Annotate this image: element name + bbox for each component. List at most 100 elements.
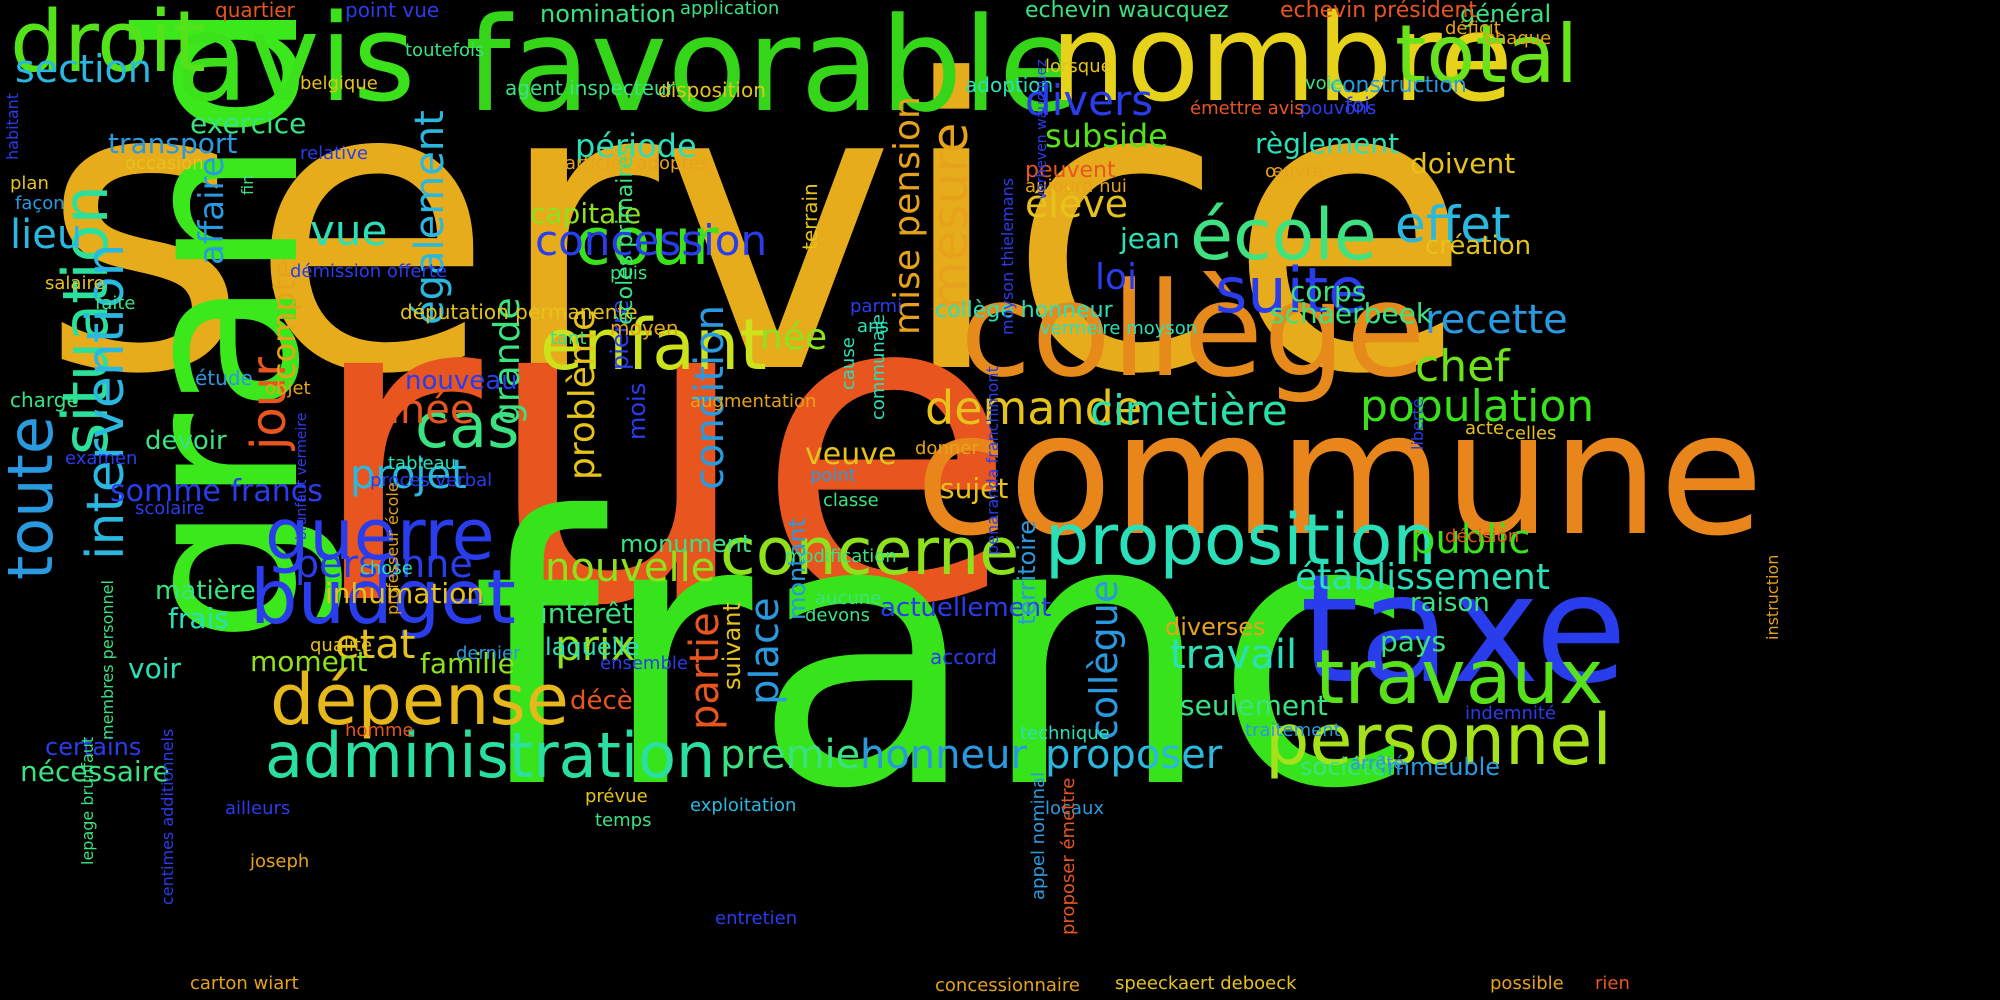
word-cas: cas <box>415 389 520 462</box>
word-proposition: proposition <box>1045 499 1437 581</box>
word-objet: objet <box>265 378 311 399</box>
word-cimetiere: cimetière <box>1090 386 1288 435</box>
word-concession: concession <box>535 216 768 265</box>
word-nomination: nomination <box>540 0 676 28</box>
word-interet: intérêt <box>540 597 633 630</box>
word-chose: chose <box>360 558 413 579</box>
word-divers: divers <box>1025 76 1154 125</box>
word-jean: jean <box>1120 222 1180 255</box>
word-professeur-ecole: professeur école <box>383 482 402 615</box>
word-uvre: œuvre <box>1265 161 1324 182</box>
word-salaire: salaire <box>45 273 105 294</box>
word-agent-inspecteur: agent inspecteur <box>505 76 675 100</box>
word-honneur: honneur <box>860 732 1027 778</box>
word-egalement: également <box>407 110 453 325</box>
word-belgique: belgique <box>300 73 378 94</box>
word-famille: famille <box>420 647 515 680</box>
word-laquelle: laquelle <box>545 633 640 661</box>
word-puis: puis <box>610 263 648 284</box>
word-lieu: lieu <box>10 212 83 258</box>
word-aujourd-hui: aujourd hui <box>1025 176 1127 197</box>
word-service: service <box>40 0 1473 462</box>
word-nee: née <box>760 317 828 358</box>
word-dernier: dernier <box>456 643 521 664</box>
word-concerne: concerne <box>720 515 1020 590</box>
word-brunfaut-vermeire: brunfaut vermeire <box>294 412 310 540</box>
word-locaux: locaux <box>1045 798 1105 819</box>
word-centimes-additionnels: centimes additionnels <box>158 728 177 905</box>
word-deputation-permanente: députation permanente <box>400 300 638 324</box>
word-speeckaert-deboeck: speeckaert deboeck <box>1115 973 1297 994</box>
word-classe: classe <box>823 490 879 511</box>
word-doivent: doivent <box>1410 147 1516 180</box>
word-penaranda-franchimont: penaranda franchimont <box>983 366 1002 555</box>
word-peuvent: peuvent <box>1025 158 1116 183</box>
word-matiere: matière <box>155 576 256 606</box>
word-administration: administration <box>265 719 716 792</box>
word-proposer: proposer <box>1045 732 1223 778</box>
word-application: application <box>680 0 780 19</box>
word-pouvons: pouvons <box>1300 98 1377 119</box>
word-travail: travail <box>1170 632 1298 678</box>
word-societe: société <box>1300 753 1386 781</box>
word-taxe: taxe <box>1300 543 1628 717</box>
word-certains: certains <box>45 733 142 761</box>
word-rien: rien <box>1595 973 1630 994</box>
word-veuve: veuve <box>805 437 897 472</box>
word-ensemble: ensemble <box>600 653 688 674</box>
word-droit: droit <box>10 0 206 92</box>
word-cause: cause <box>838 337 859 390</box>
word-collegue: collègue <box>1082 579 1126 740</box>
word-mois: mois <box>623 382 651 440</box>
word-place: place <box>742 597 788 705</box>
word-proces-verbal: proces verbal <box>370 470 493 491</box>
word-rue: rue <box>305 200 1019 700</box>
word-frais: frais <box>168 602 229 635</box>
word-voir: voir <box>128 652 181 685</box>
word-indemnite: indemnité <box>1465 703 1556 724</box>
word-budget: budget <box>250 553 516 641</box>
word-territoire: territoire <box>1013 519 1041 625</box>
word-tableau: tableau <box>388 453 457 474</box>
word-adoption: adoption <box>965 73 1054 97</box>
word-exploitation: exploitation <box>690 795 797 816</box>
word-college: collège <box>960 254 1426 406</box>
word-mesure: mesure <box>921 122 979 310</box>
word-parmi: parmi <box>850 296 903 317</box>
word-actuellement: actuellement <box>880 593 1052 623</box>
word-public: public <box>1410 517 1531 563</box>
word-annee: année <box>350 387 475 433</box>
word-creation: création <box>1425 231 1532 261</box>
word-plan: plan <box>10 173 49 194</box>
word-voie: voie <box>1305 73 1343 94</box>
word-college-honneur: collège honneur <box>935 298 1113 323</box>
word-immeuble: immeuble <box>1380 753 1501 781</box>
word-deficit: déficit <box>1445 18 1501 39</box>
word-arrete: arrêté <box>1350 753 1405 774</box>
word-temps: temps <box>595 810 652 831</box>
word-examen: examen <box>65 448 138 469</box>
word-echevin-waucquez: echevin waucquez <box>1025 0 1229 23</box>
word-nouvelle: nouvelle <box>545 545 716 591</box>
word-transport: transport <box>108 127 238 160</box>
word-proposer-emettre: proposer émettre <box>1058 777 1079 935</box>
word-demission-offerte: démission offerte <box>290 261 447 282</box>
word-modification: modification <box>785 546 897 567</box>
word-suivant: suivant <box>718 602 746 690</box>
word-seulement: seulement <box>1180 689 1328 722</box>
word-raison: raison <box>1410 588 1490 618</box>
word-subside: subside <box>1045 117 1168 155</box>
word-joseph: joseph <box>250 851 310 872</box>
word-moyson-thielemans: moyson thielemans <box>998 177 1017 335</box>
word-cour: cour <box>575 205 719 280</box>
word-schaerbeek: schaerbeek <box>1270 297 1433 330</box>
word-lepage-brunfaut: lepage brunfaut <box>78 736 97 865</box>
word-favorable: favorable <box>465 0 1079 141</box>
word-sujet: sujet <box>940 472 1009 505</box>
word-possible: possible <box>1490 973 1564 994</box>
word-augmentation: augmentation <box>690 391 817 412</box>
word-relative: relative <box>300 143 368 164</box>
word-franc: franc <box>470 440 1418 870</box>
word-entretien: entretien <box>715 908 798 929</box>
